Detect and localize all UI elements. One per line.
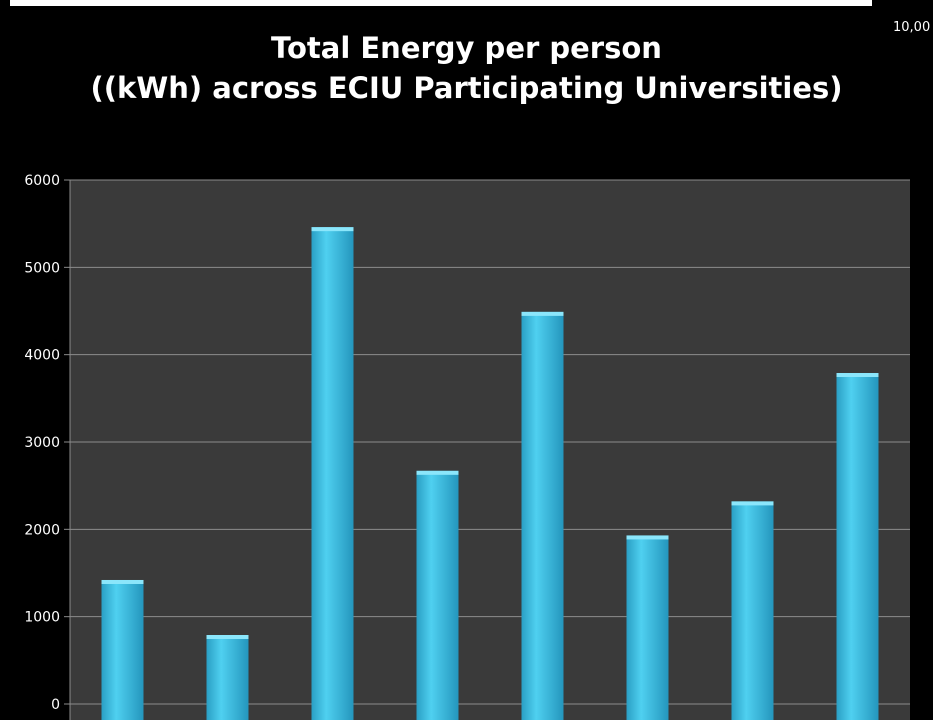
bar [626, 535, 669, 720]
bar-body [416, 470, 459, 720]
bar-cap [731, 501, 774, 506]
y-tick-label: 2000 [24, 522, 60, 538]
bar-body [731, 501, 774, 720]
chart-title-line-2: ((kWh) across ECIU Participating Univers… [90, 71, 843, 105]
bar-body [206, 635, 249, 720]
y-tick-label: 5000 [24, 260, 60, 276]
bar-body [836, 373, 879, 720]
plot-area [70, 180, 910, 720]
bar [416, 470, 459, 720]
bar-cap [311, 227, 354, 232]
bar-body [101, 579, 144, 720]
bar [311, 227, 354, 720]
bar-cap [836, 373, 879, 378]
bar-body [626, 535, 669, 720]
bar-cap [626, 535, 669, 540]
y-tick-label: 3000 [24, 435, 60, 451]
bar-body [521, 311, 564, 720]
top-white-strip [10, 0, 872, 6]
bar-cap [206, 635, 249, 640]
y-tick-label: 6000 [24, 173, 60, 189]
bar [206, 635, 249, 720]
y-axis-ticks: 0 1000 2000 3000 4000 5000 6000 [24, 173, 70, 713]
bar [101, 579, 144, 720]
bar-cap [416, 470, 459, 475]
corner-partial-label: 10,00 [893, 20, 931, 35]
bar [731, 501, 774, 720]
bar [521, 311, 564, 720]
chart-title: Total Energy per person ((kWh) across EC… [0, 28, 933, 108]
y-tick-label: 4000 [24, 348, 60, 364]
bars [101, 227, 879, 720]
bar-cap [101, 579, 144, 584]
y-tick-label: 0 [51, 697, 60, 713]
bar-cap [521, 311, 564, 316]
y-tick-label: 1000 [24, 610, 60, 626]
chart-title-line-1: Total Energy per person [271, 31, 662, 65]
bar-body [311, 227, 354, 720]
bar [836, 373, 879, 720]
